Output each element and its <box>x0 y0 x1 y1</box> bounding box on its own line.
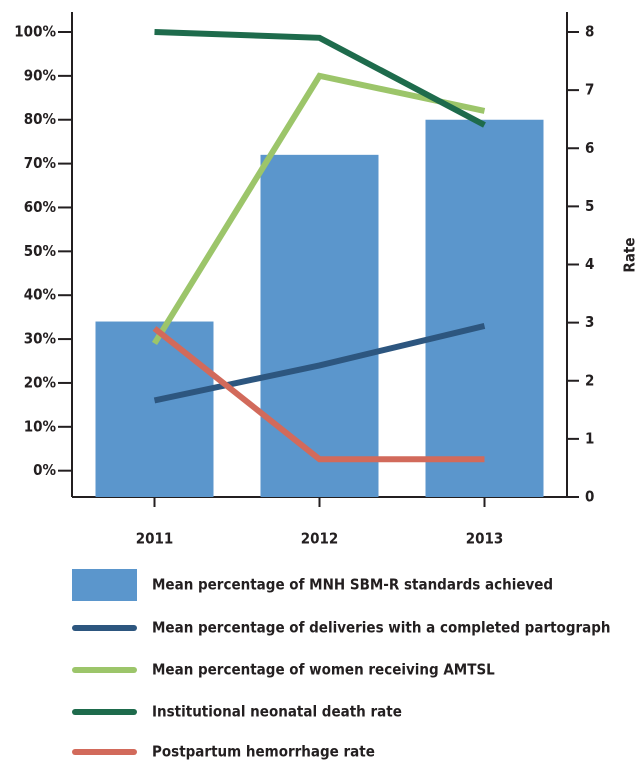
y-tick-label: 70% <box>24 154 57 172</box>
x-tick-label: 2012 <box>301 530 339 548</box>
legend-swatch <box>72 569 137 601</box>
y-tick-label: 60% <box>24 198 57 216</box>
legend-label: Mean percentage of MNH SBM-R standards a… <box>152 576 553 594</box>
line <box>154 29 486 128</box>
legend-label: Postpartum hemorrhage rate <box>152 743 375 761</box>
y2-tick-label: 7 <box>585 81 594 99</box>
legend-label: Institutional neonatal death rate <box>152 703 402 721</box>
line <box>153 322 486 404</box>
x-tick-label: 2011 <box>136 530 174 548</box>
y-tick-label: 80% <box>24 110 57 128</box>
bar <box>260 154 379 497</box>
legend-label: Mean percentage of deliveries with a com… <box>152 619 611 637</box>
line <box>152 326 485 463</box>
y-tick-label: 30% <box>24 330 57 348</box>
y-tick-label: 0% <box>33 461 56 479</box>
x-tick-label: 2013 <box>466 530 504 548</box>
y2-tick-label: 2 <box>585 371 594 389</box>
y-tick-label: 90% <box>24 66 57 84</box>
y2-tick-label: 4 <box>585 255 594 273</box>
y-tick-label: 100% <box>14 23 56 41</box>
y-tick-label: 10% <box>24 417 57 435</box>
y-tick-label: 50% <box>24 242 57 260</box>
y-tick-label: 40% <box>24 286 57 304</box>
y-tick-label: 20% <box>24 373 57 391</box>
y2-tick-label: 6 <box>585 139 594 157</box>
y2-tick-label: 5 <box>585 197 594 215</box>
bar <box>425 119 544 498</box>
legend-label: Mean percentage of women receiving AMTSL <box>152 661 495 679</box>
y2-tick-label: 8 <box>585 23 594 41</box>
y2-tick-label: 1 <box>585 429 594 447</box>
bar <box>95 321 214 497</box>
y2-tick-label: 3 <box>585 313 594 331</box>
y2-tick-label: 0 <box>585 488 594 506</box>
y2-axis-title: Rate <box>621 237 639 272</box>
